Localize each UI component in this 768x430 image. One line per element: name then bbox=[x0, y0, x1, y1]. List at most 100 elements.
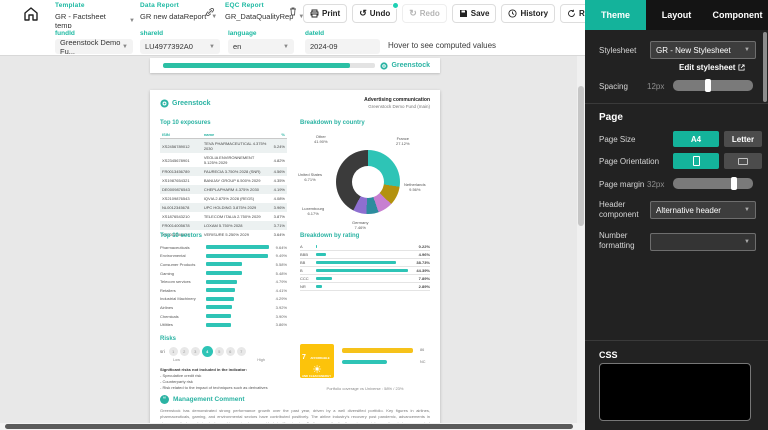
eqc-report-label: EQC Report bbox=[225, 2, 264, 9]
tab-component[interactable]: Component bbox=[712, 10, 763, 20]
home-icon[interactable] bbox=[22, 5, 40, 23]
esg-section: 7 AFFORDABLE AND CLEAN ENERGY ☀ 86 NC bbox=[300, 344, 430, 378]
donut-label: Netherlands 9.56% bbox=[404, 182, 426, 193]
report-page: Greenstock Advertising communication Gre… bbox=[150, 90, 440, 430]
print-label: Print bbox=[322, 9, 341, 18]
donut-label: France 27.12% bbox=[396, 136, 410, 147]
donut-label: Other 41.90% bbox=[314, 134, 328, 145]
table-row: DE0009876543 CHEPLAPHARM 4.375% 2030 4.19% bbox=[160, 185, 287, 194]
dateid-label: dateId bbox=[305, 30, 325, 37]
portrait-icon bbox=[692, 156, 700, 166]
dateid-value: 2024-09 bbox=[310, 42, 338, 51]
sectors-bar-chart: Pharmaceuticals 9.64% Environmental 9.49% Co… bbox=[160, 243, 287, 329]
tab-layout[interactable]: Layout bbox=[661, 10, 692, 20]
header-component-select[interactable]: Alternative header ▼ bbox=[650, 201, 756, 219]
sidebar-scrollbar[interactable] bbox=[763, 32, 767, 102]
page-orientation-label: Page Orientation bbox=[599, 157, 660, 166]
sri-label: sri bbox=[160, 349, 165, 354]
risk-note: - Speculative credit risk bbox=[160, 373, 202, 378]
brand-logo-icon bbox=[380, 61, 389, 70]
shareid-select[interactable]: LU4977392A0 ▼ bbox=[140, 39, 220, 54]
risk-note: - Risk related to the impact of techniqu… bbox=[160, 385, 268, 390]
exposures-table-body: XS2456789012 TEVA PHARMACEUTICAL 4.375% 2… bbox=[160, 139, 287, 239]
print-button[interactable]: Print bbox=[303, 4, 348, 23]
language-select[interactable]: en ▼ bbox=[228, 39, 294, 54]
edit-stylesheet-link[interactable]: Edit stylesheet bbox=[679, 63, 745, 72]
risk-level-dot: 1 bbox=[168, 347, 178, 356]
fundid-select[interactable]: Greenstock Demo Fu... ▼ bbox=[55, 38, 133, 56]
header-component-label: Header component bbox=[599, 200, 639, 220]
redo-button[interactable]: ↻ Redo bbox=[402, 4, 447, 23]
chevron-down-icon: ▼ bbox=[211, 13, 218, 20]
report-preview-pane[interactable]: Greenstock Greenstock Advertising commun… bbox=[0, 56, 585, 430]
risk-level-dot: 2 bbox=[179, 347, 189, 356]
country-donut-chart: France 27.12% Netherlands 9.56% Germany 7.46%… bbox=[298, 132, 430, 234]
orientation-portrait-button[interactable] bbox=[673, 153, 719, 169]
rating-row: A 0.22% bbox=[300, 244, 430, 251]
chevron-down-icon: ▼ bbox=[122, 43, 128, 50]
sector-row: Retailers 4.41% bbox=[160, 287, 287, 293]
fundid-label: fundId bbox=[55, 30, 75, 37]
risk-low-label: Low bbox=[173, 358, 180, 362]
comment-icon: “ bbox=[160, 395, 169, 404]
template-label: Template bbox=[55, 2, 85, 9]
undo-badge bbox=[392, 2, 400, 9]
page-size-a4-button[interactable]: A4 bbox=[673, 131, 719, 147]
page-margin-value: 32px bbox=[647, 180, 665, 189]
undo-button[interactable]: ↺ Undo bbox=[352, 2, 400, 23]
page-size-letter-button[interactable]: Letter bbox=[724, 131, 762, 147]
esg-bar: NC bbox=[342, 359, 430, 364]
data-report-value: GR new dataReport bbox=[140, 12, 207, 21]
template-value: GR - Factsheet temp bbox=[55, 12, 106, 30]
risk-level-dot: 7 bbox=[236, 347, 246, 356]
css-editor[interactable] bbox=[599, 363, 751, 421]
spacing-label: Spacing bbox=[599, 82, 628, 91]
sidebar-tabs: Theme Layout Component bbox=[585, 0, 768, 30]
exposures-table-header: ISIN name % bbox=[160, 130, 287, 139]
link-icon[interactable] bbox=[206, 3, 214, 21]
tab-theme[interactable]: Theme bbox=[585, 0, 646, 30]
eqc-report-value: GR_DataQualityRep bbox=[225, 12, 294, 21]
chevron-down-icon: ▼ bbox=[129, 18, 135, 24]
landscape-icon bbox=[738, 157, 748, 165]
dateid-input[interactable]: 2024-09 bbox=[305, 39, 380, 54]
data-report-label: Data Report bbox=[140, 2, 180, 9]
history-icon bbox=[508, 9, 518, 18]
orientation-landscape-button[interactable] bbox=[724, 153, 762, 169]
header-component-value: Alternative header bbox=[656, 205, 721, 215]
save-label: Save bbox=[470, 9, 490, 18]
save-button[interactable]: Save bbox=[451, 4, 497, 23]
rating-row: CCC 7.89% bbox=[300, 276, 430, 283]
page-margin-slider[interactable] bbox=[673, 177, 753, 190]
stylesheet-select[interactable]: GR - New Stylesheet ▼ bbox=[650, 41, 756, 59]
sector-row: Environmental 9.49% bbox=[160, 253, 287, 259]
trash-icon[interactable] bbox=[289, 3, 297, 21]
number-formatting-select[interactable]: ▼ bbox=[650, 233, 756, 251]
computed-values-hint: Hover to see computed values bbox=[388, 41, 497, 50]
table-row: XS2109876543 IQVIA 2.875% 2028 (REGS) 4.08… bbox=[162, 196, 285, 201]
eqc-report-dropdown[interactable]: EQC Report GR_DataQualityRep ▼ bbox=[225, 2, 304, 21]
rating-bar-chart: A 0.22% BBB 4.96% BB 38.73% B 44.39% CCC 7.89% NR 2… bbox=[300, 243, 430, 291]
brand-name: Greenstock bbox=[391, 62, 430, 69]
esg-caption: Portfolio coverage vs Universe : 58% / 2… bbox=[326, 386, 404, 391]
sun-icon: ☀ bbox=[312, 364, 322, 376]
risk-level-dot: 6 bbox=[225, 347, 235, 356]
sector-row: Chemicals 3.90% bbox=[160, 313, 287, 319]
risk-level-dot: 5 bbox=[214, 347, 224, 356]
page-header-title: Advertising communication bbox=[364, 97, 430, 103]
spacing-slider[interactable] bbox=[673, 79, 753, 92]
history-button[interactable]: History bbox=[501, 4, 556, 23]
refresh-icon bbox=[568, 9, 575, 17]
rating-row: NR 2.89% bbox=[300, 284, 430, 291]
data-report-dropdown[interactable]: Data Report GR new dataReport ▼ bbox=[140, 2, 218, 21]
chevron-down-icon: ▼ bbox=[283, 43, 289, 50]
country-chart-title: Breakdown by country bbox=[300, 120, 365, 126]
table-row: XS1987654321 BANIJAY GROUP 6.500% 2029 4.3… bbox=[162, 178, 285, 183]
external-link-icon bbox=[738, 64, 745, 71]
preview-horizontal-scrollbar[interactable] bbox=[0, 423, 585, 430]
page-size-label: Page Size bbox=[599, 135, 636, 144]
template-dropdown[interactable]: Template GR - Factsheet temp ▼ bbox=[55, 2, 135, 30]
shareid-value: LU4977392A0 bbox=[145, 42, 193, 51]
preview-vertical-scrollbar[interactable] bbox=[577, 56, 585, 423]
page-section-heading: Page bbox=[599, 112, 623, 123]
